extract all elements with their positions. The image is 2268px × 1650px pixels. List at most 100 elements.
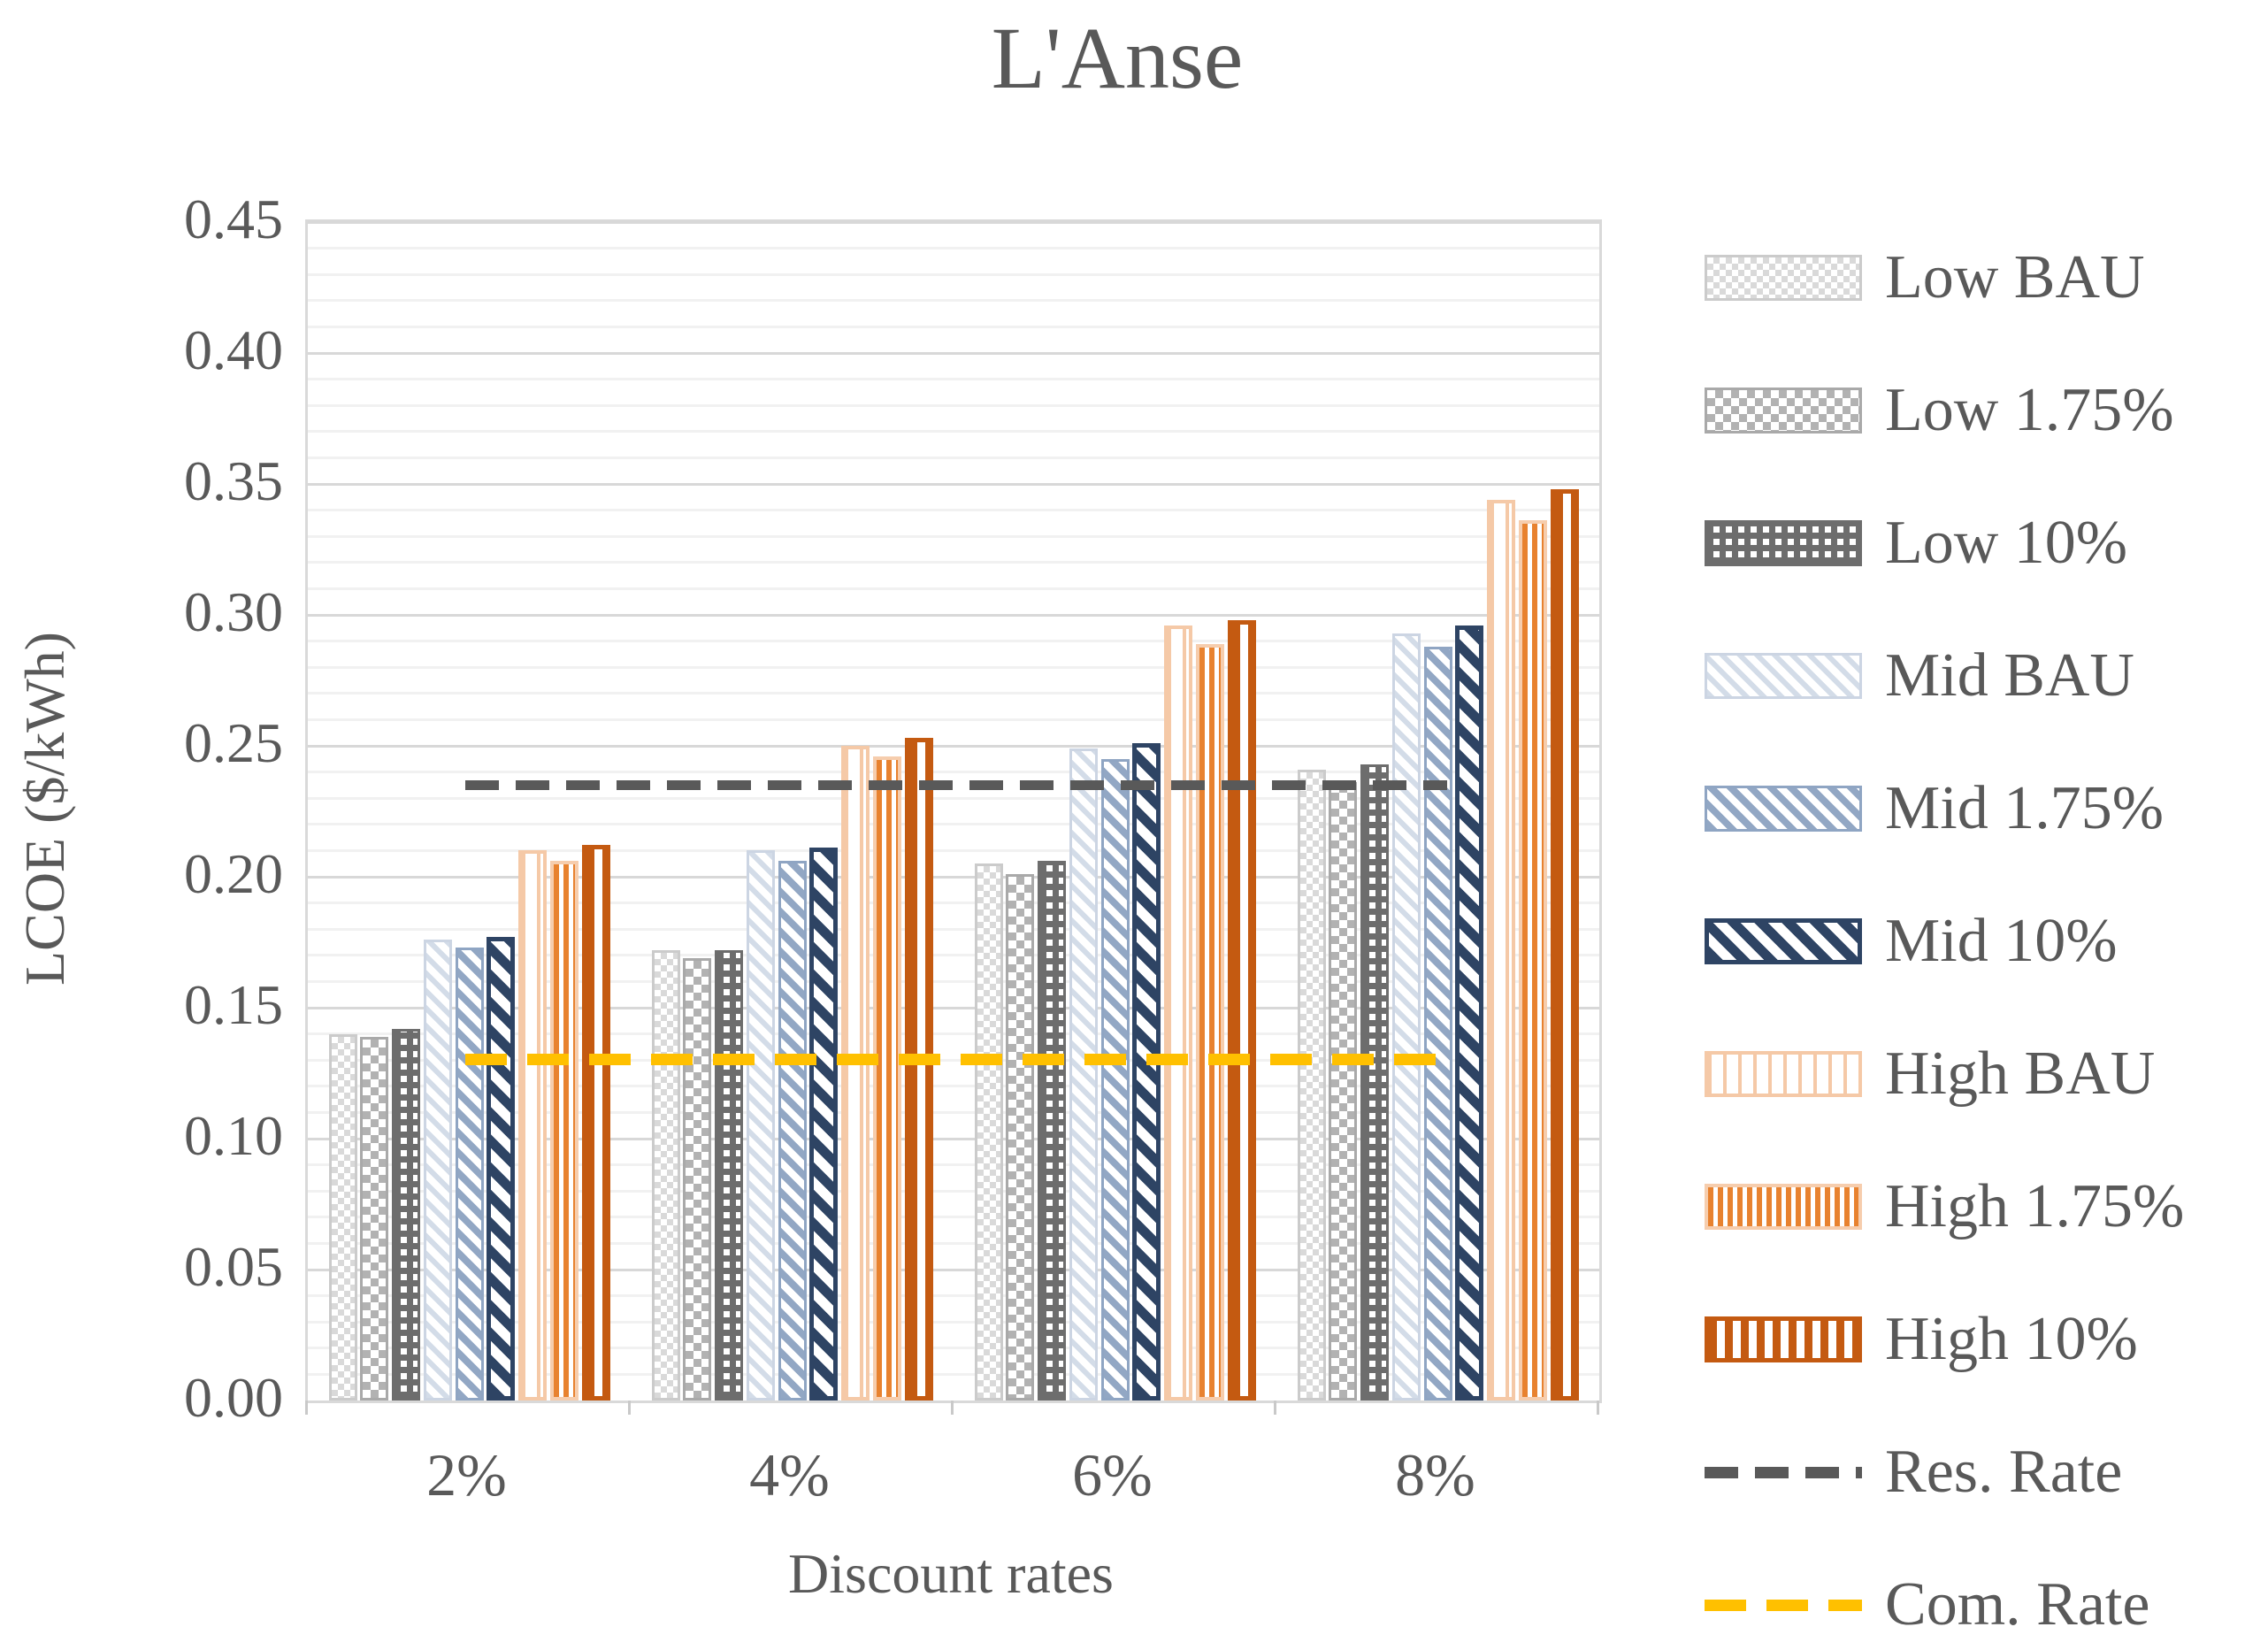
minor-gridline [308,718,1599,721]
minor-gridline [308,665,1599,669]
legend-item-mid-bau: Mid BAU [1705,641,2134,711]
bar-mid-1-75-6 [1100,758,1130,1401]
com-rate-line [464,1054,1447,1066]
legend-label: Res. Rate [1885,1438,2123,1506]
minor-gridline [308,403,1599,407]
res-rate-line [464,780,1447,791]
major-gridline [308,744,1599,748]
major-gridline [308,482,1599,486]
minor-gridline [308,587,1599,590]
bar-mid-bau-6 [1069,748,1098,1401]
legend-label: Mid BAU [1885,641,2134,710]
legend-label: High 10% [1885,1305,2138,1373]
y-tick-label-0.10: 0.10 [184,1104,283,1167]
bar-mid-1-75-8 [1423,646,1452,1401]
y-tick-label-0.25: 0.25 [184,711,283,774]
minor-gridline [308,456,1599,459]
bar-low-1-75-2 [360,1036,389,1401]
legend-swatch-low-bau [1705,255,1862,301]
bar-high-bau-6 [1164,625,1192,1401]
minor-gridline [308,1294,1599,1298]
minor-gridline [308,378,1599,381]
minor-gridline [308,640,1599,643]
major-gridline [308,351,1599,355]
bar-mid-10-8 [1455,625,1484,1401]
minor-gridline [308,534,1599,538]
minor-gridline [308,1347,1599,1350]
category-tick [951,1401,954,1415]
bar-low-bau-4 [651,949,680,1401]
minor-gridline [308,1216,1599,1219]
minor-gridline [308,299,1599,303]
minor-gridline [308,771,1599,774]
legend-swatch-high-1-75 [1705,1184,1862,1230]
legend-item-mid-1-75: Mid 1.75% [1705,773,2164,844]
bar-group-8 [1276,222,1599,1401]
legend-label: High BAU [1885,1040,2156,1108]
minor-gridline [308,430,1599,434]
bar-high-10-4 [904,738,933,1401]
minor-gridline [308,1085,1599,1088]
bar-high-bau-4 [841,746,870,1401]
bar-high-1-75-4 [872,756,901,1401]
bar-high-1-75-8 [1518,520,1547,1401]
legend-item-high-bau: High BAU [1705,1039,2155,1109]
bar-group-6 [954,222,1276,1401]
bar-high-10-8 [1550,488,1579,1401]
y-tick-label-0.15: 0.15 [184,973,283,1036]
minor-gridline [308,692,1599,695]
bar-high-10-6 [1227,619,1256,1401]
legend-swatch-mid-bau [1705,653,1862,699]
chart-title: L'Anse [991,9,1244,107]
bar-low-bau-2 [328,1033,357,1401]
minor-gridline [308,848,1599,852]
legend-label: Com. Rate [1885,1570,2150,1638]
legend-swatch-low-1-75 [1705,388,1862,434]
category-tick [1274,1401,1276,1415]
bar-high-bau-2 [518,850,547,1401]
bar-mid-bau-4 [746,850,775,1401]
y-tick-label-0.40: 0.40 [184,318,283,381]
bar-low-bau-8 [1297,769,1326,1401]
category-tick [1597,1401,1599,1415]
legend-swatch-res-rate [1705,1466,1862,1478]
major-gridline [308,613,1599,617]
y-tick-label-0.05: 0.05 [184,1235,283,1298]
x-tick-label-4: 4% [749,1441,830,1508]
y-tick-label-0.45: 0.45 [184,188,283,250]
minor-gridline [308,1189,1599,1193]
legend-item-low-bau: Low BAU [1705,242,2145,313]
legend-swatch-high-10 [1705,1316,1862,1362]
x-axis-title: Discount rates [788,1542,1114,1605]
minor-gridline [308,1110,1599,1114]
minor-gridline [308,1241,1599,1245]
major-gridline [308,1137,1599,1140]
bar-mid-1-75-4 [778,861,807,1401]
bar-low-bau-6 [974,863,1003,1401]
category-tick [628,1401,631,1415]
minor-gridline [308,823,1599,826]
minor-gridline [308,561,1599,564]
bar-high-10-2 [581,845,610,1401]
major-gridline [308,875,1599,879]
legend-item-low-1-75: Low 1.75% [1705,375,2174,446]
x-tick-label-6: 6% [1072,1441,1153,1508]
minor-gridline [308,1320,1599,1324]
minor-gridline [308,1032,1599,1036]
minor-gridline [308,1163,1599,1167]
major-gridline [308,1006,1599,1009]
bar-mid-bau-2 [423,940,452,1401]
legend-swatch-com-rate [1705,1599,1862,1611]
minor-gridline [308,247,1599,250]
legend-item-com-rate: Com. Rate [1705,1569,2149,1640]
bar-mid-10-2 [487,937,516,1401]
legend-item-high-1-75: High 1.75% [1705,1171,2184,1242]
legend-label: Mid 10% [1885,907,2118,975]
bar-low-10-4 [715,949,743,1401]
minor-gridline [308,902,1599,905]
bar-high-bau-8 [1487,499,1515,1401]
legend-label: High 1.75% [1885,1172,2185,1240]
bar-low-1-75-4 [683,957,712,1401]
major-gridline [308,1268,1599,1271]
